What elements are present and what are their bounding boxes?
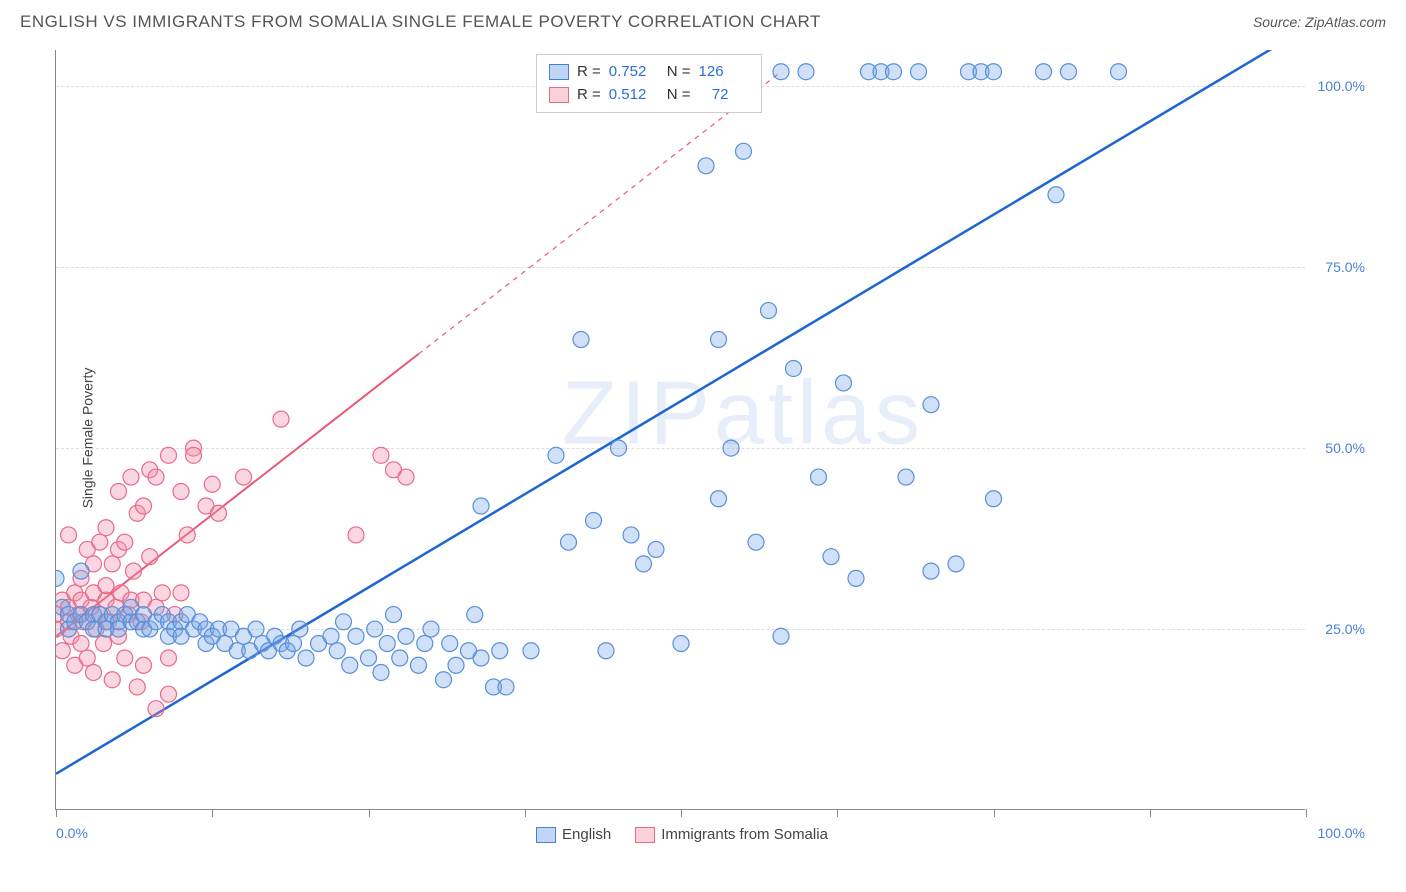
legend-label-english: English: [562, 826, 611, 843]
legend-label-somalia: Immigrants from Somalia: [661, 826, 828, 843]
x-tick-label: 100.0%: [1318, 825, 1365, 841]
y-tick-label: 75.0%: [1325, 259, 1365, 275]
x-tick: [1150, 809, 1151, 817]
chart-title: ENGLISH VS IMMIGRANTS FROM SOMALIA SINGL…: [20, 12, 821, 32]
legend-bottom: English Immigrants from Somalia: [536, 826, 828, 843]
legend-stats: R = 0.752 N = 126 R = 0.512 N = 72: [536, 54, 762, 113]
swatch-blue-icon: [549, 64, 569, 80]
swatch-pink-icon: [549, 87, 569, 103]
x-tick: [56, 809, 57, 817]
legend-item-english: English: [536, 826, 611, 843]
x-tick: [837, 809, 838, 817]
y-tick-label: 100.0%: [1318, 78, 1365, 94]
legend-stats-row-somalia: R = 0.512 N = 72: [549, 84, 749, 107]
swatch-pink-icon: [635, 827, 655, 843]
legend-item-somalia: Immigrants from Somalia: [635, 826, 828, 843]
r-label: R =: [577, 84, 601, 107]
x-tick: [212, 809, 213, 817]
r-value-somalia: 0.512: [609, 84, 659, 107]
n-value-english: 126: [699, 61, 749, 84]
plot-area: ZIPatlas R = 0.752 N = 126 R = 0.512 N =…: [55, 50, 1305, 810]
legend-stats-row-english: R = 0.752 N = 126: [549, 61, 749, 84]
n-label: N =: [667, 84, 691, 107]
x-tick-label: 0.0%: [56, 825, 88, 841]
r-value-english: 0.752: [609, 61, 659, 84]
chart-source: Source: ZipAtlas.com: [1253, 14, 1386, 30]
n-label: N =: [667, 61, 691, 84]
chart-container: Single Female Poverty ZIPatlas R = 0.752…: [55, 50, 1385, 830]
n-value-somalia: 72: [699, 84, 729, 107]
x-tick: [681, 809, 682, 817]
x-tick: [994, 809, 995, 817]
plot-svg: [56, 50, 1306, 810]
x-tick: [525, 809, 526, 817]
y-tick-label: 25.0%: [1325, 621, 1365, 637]
chart-header: ENGLISH VS IMMIGRANTS FROM SOMALIA SINGL…: [0, 0, 1406, 40]
swatch-blue-icon: [536, 827, 556, 843]
y-tick-label: 50.0%: [1325, 440, 1365, 456]
r-label: R =: [577, 61, 601, 84]
x-tick: [369, 809, 370, 817]
x-tick: [1306, 809, 1307, 817]
